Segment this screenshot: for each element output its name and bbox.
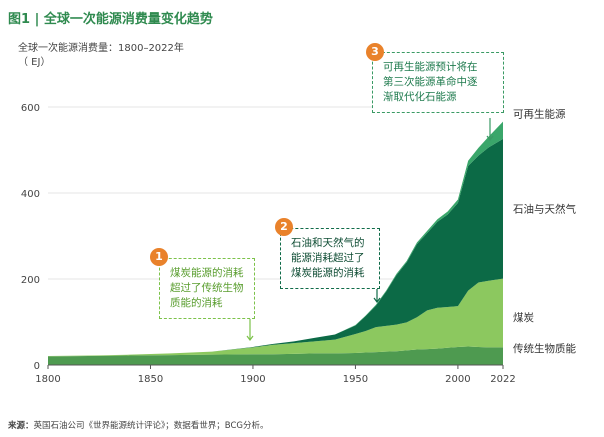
series-label-biomass: 传统生物质能 [513, 342, 576, 355]
x-tick-label-2000: 2000 [445, 374, 470, 385]
series-label-renewables: 可再生能源 [513, 108, 566, 121]
x-tick-label-1850: 1850 [138, 374, 163, 385]
callout-1-badge: 1 [150, 248, 168, 266]
source-text: 英国石油公司《世界能源统计评论》；数据看世界；BCG分析。 [33, 421, 269, 431]
x-tick-label-1800: 1800 [35, 374, 60, 385]
series-label-oil_gas: 石油与天然气 [513, 203, 576, 216]
x-tick-label-2022: 2022 [490, 374, 515, 385]
y-tick-label-200: 200 [21, 275, 40, 286]
area-series-biomass [48, 346, 503, 365]
y-tick-label-400: 400 [21, 189, 40, 200]
series-label-coal: 煤炭 [513, 311, 534, 324]
chart-subtitle: 全球一次能源消费量：1800–2022年 （ EJ） [18, 42, 184, 70]
x-tick-label-1900: 1900 [240, 374, 265, 385]
unit-label: （ EJ） [18, 57, 51, 68]
area-series-coal [48, 278, 503, 357]
area-series-oil_gas [48, 138, 503, 356]
source-label: 来源： [8, 421, 34, 431]
subtitle-text: 全球一次能源消费量：1800–2022年 [18, 43, 184, 54]
callout-2-text: 石油和天然气的 能源消耗超过了 煤炭能源的消耗 [291, 237, 365, 279]
callout-oilgas-over-coal: 石油和天然气的 能源消耗超过了 煤炭能源的消耗 [280, 228, 380, 289]
leader-2-arrow [373, 297, 381, 303]
callout-1-text: 煤炭能源的消耗 超过了传统生物 质能的消耗 [170, 267, 244, 309]
area-layers [48, 121, 503, 365]
callout-coal-over-biomass: 煤炭能源的消耗 超过了传统生物 质能的消耗 [159, 258, 255, 319]
leader-3-arrow [486, 135, 494, 141]
leader-1-arrow [246, 335, 254, 341]
y-tick-label-0: 0 [34, 361, 40, 372]
callout-3-badge: 3 [366, 43, 384, 61]
callout-renewables-replace: 可再生能源预计将在 第三次能源革命中逐 渐取代化石能源 [372, 52, 504, 113]
axes: 0 200 400 600 1800 1850 1900 1950 2000 2022 [21, 103, 516, 385]
figure-title: 图1 | 全球一次能源消费量变化趋势 [8, 12, 213, 27]
callout-2-badge: 2 [275, 218, 293, 236]
callout-3-text: 可再生能源预计将在 第三次能源革命中逐 渐取代化石能源 [383, 61, 478, 103]
y-tick-label-600: 600 [21, 103, 40, 114]
x-tick-label-1950: 1950 [343, 374, 368, 385]
source-note: 来源：英国石油公司《世界能源统计评论》；数据看世界；BCG分析。 [8, 419, 268, 431]
